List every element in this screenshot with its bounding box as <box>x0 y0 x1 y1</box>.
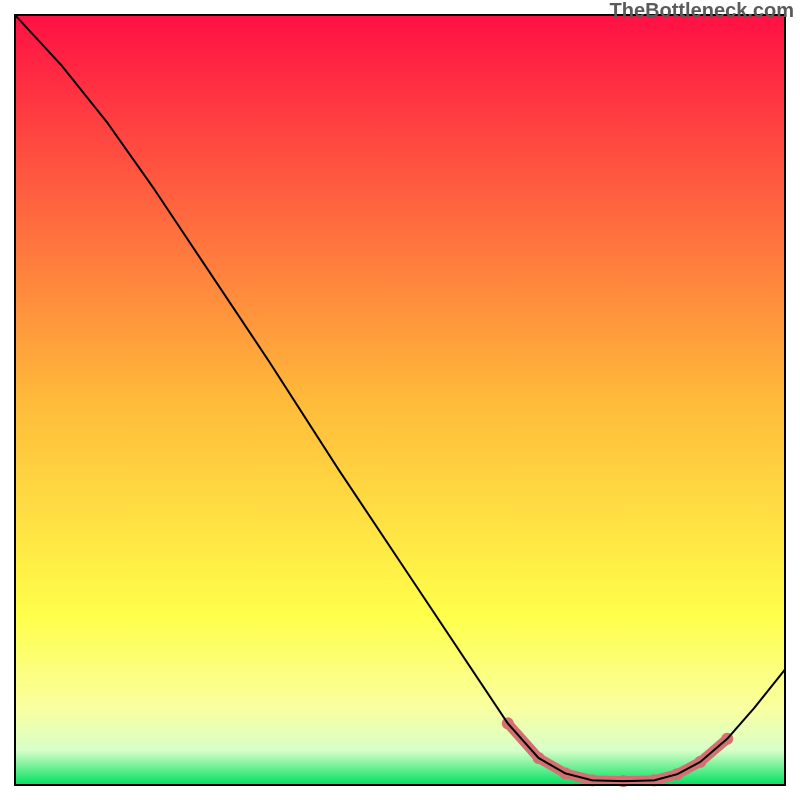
chart-background <box>15 15 785 785</box>
bottleneck-chart: TheBottleneck.com <box>0 0 800 800</box>
chart-svg <box>0 0 800 800</box>
